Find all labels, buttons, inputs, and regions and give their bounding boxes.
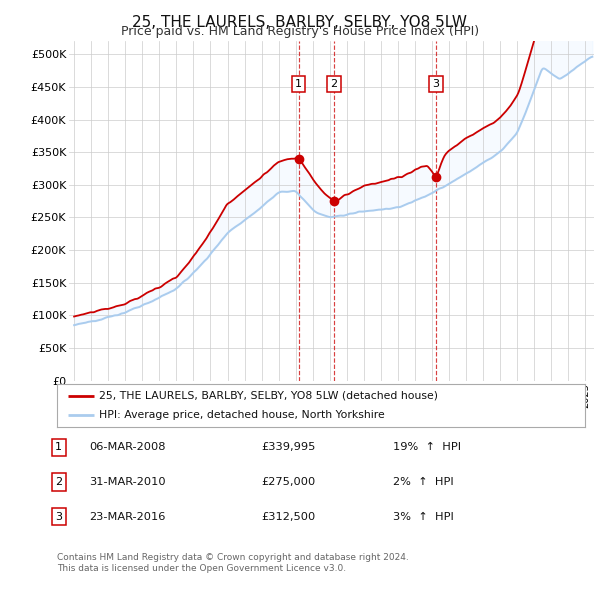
Text: 1: 1: [295, 78, 302, 88]
Text: 2: 2: [55, 477, 62, 487]
Text: 3: 3: [433, 78, 439, 88]
Text: 2: 2: [331, 78, 338, 88]
Text: 19%  ↑  HPI: 19% ↑ HPI: [393, 442, 461, 452]
Text: Contains HM Land Registry data © Crown copyright and database right 2024.
This d: Contains HM Land Registry data © Crown c…: [57, 553, 409, 573]
Text: 1: 1: [55, 442, 62, 452]
Text: £339,995: £339,995: [261, 442, 316, 452]
Text: 25, THE LAURELS, BARLBY, SELBY, YO8 5LW (detached house): 25, THE LAURELS, BARLBY, SELBY, YO8 5LW …: [99, 391, 438, 401]
Text: £275,000: £275,000: [261, 477, 315, 487]
Text: Price paid vs. HM Land Registry's House Price Index (HPI): Price paid vs. HM Land Registry's House …: [121, 25, 479, 38]
Text: 3: 3: [55, 512, 62, 522]
Text: 25, THE LAURELS, BARLBY, SELBY, YO8 5LW: 25, THE LAURELS, BARLBY, SELBY, YO8 5LW: [133, 15, 467, 30]
Text: 06-MAR-2008: 06-MAR-2008: [89, 442, 166, 452]
Text: 3%  ↑  HPI: 3% ↑ HPI: [393, 512, 454, 522]
Text: £312,500: £312,500: [261, 512, 315, 522]
Text: 31-MAR-2010: 31-MAR-2010: [89, 477, 166, 487]
Text: 2%  ↑  HPI: 2% ↑ HPI: [393, 477, 454, 487]
Text: 23-MAR-2016: 23-MAR-2016: [89, 512, 165, 522]
Text: HPI: Average price, detached house, North Yorkshire: HPI: Average price, detached house, Nort…: [99, 410, 385, 420]
